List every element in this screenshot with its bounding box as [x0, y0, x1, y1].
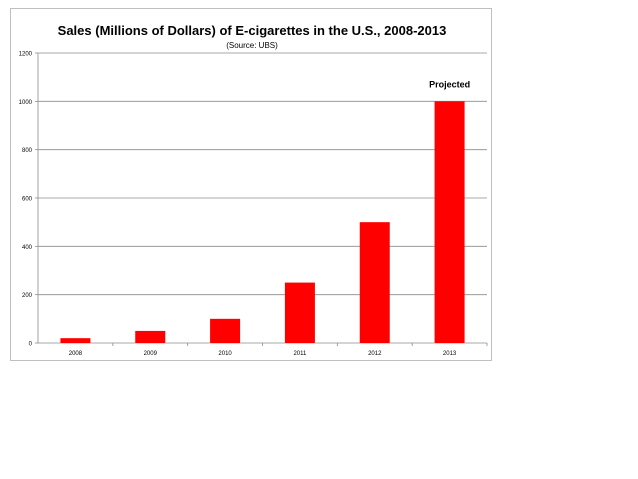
x-tick-label: 2012	[368, 351, 382, 357]
x-tick-label: 2009	[144, 351, 158, 357]
x-tick-label: 2008	[69, 351, 83, 357]
x-tick-label: 2011	[293, 351, 307, 357]
x-tick-label: 2013	[443, 351, 457, 357]
bar-2013	[434, 101, 465, 343]
chart-subtitle: (Source: UBS)	[226, 41, 278, 50]
y-tick-label: 200	[22, 293, 33, 299]
y-tick-label: 1000	[19, 100, 33, 106]
bar-2012	[359, 222, 390, 343]
y-tick-label: 800	[22, 148, 33, 154]
x-tick-label: 2010	[218, 351, 232, 357]
y-tick-label: 600	[22, 197, 33, 203]
bar-2009	[135, 330, 166, 343]
annotation-projected: Projected	[429, 79, 470, 89]
bar-2008	[60, 338, 91, 343]
bar-2011	[284, 282, 315, 343]
bar-chart: 0 200 400 600 800 1000 1200 2008 2009 2010 2011 201…	[19, 52, 488, 357]
y-tick-label: 1200	[19, 52, 33, 58]
y-tick-label: 0	[29, 342, 33, 348]
y-tick-label: 400	[22, 245, 33, 251]
bar-2010	[210, 318, 241, 343]
chart-title: Sales (Millions of Dollars) of E-cigaret…	[57, 23, 447, 38]
chart-frame: Sales (Millions of Dollars) of E-cigaret…	[10, 8, 492, 361]
